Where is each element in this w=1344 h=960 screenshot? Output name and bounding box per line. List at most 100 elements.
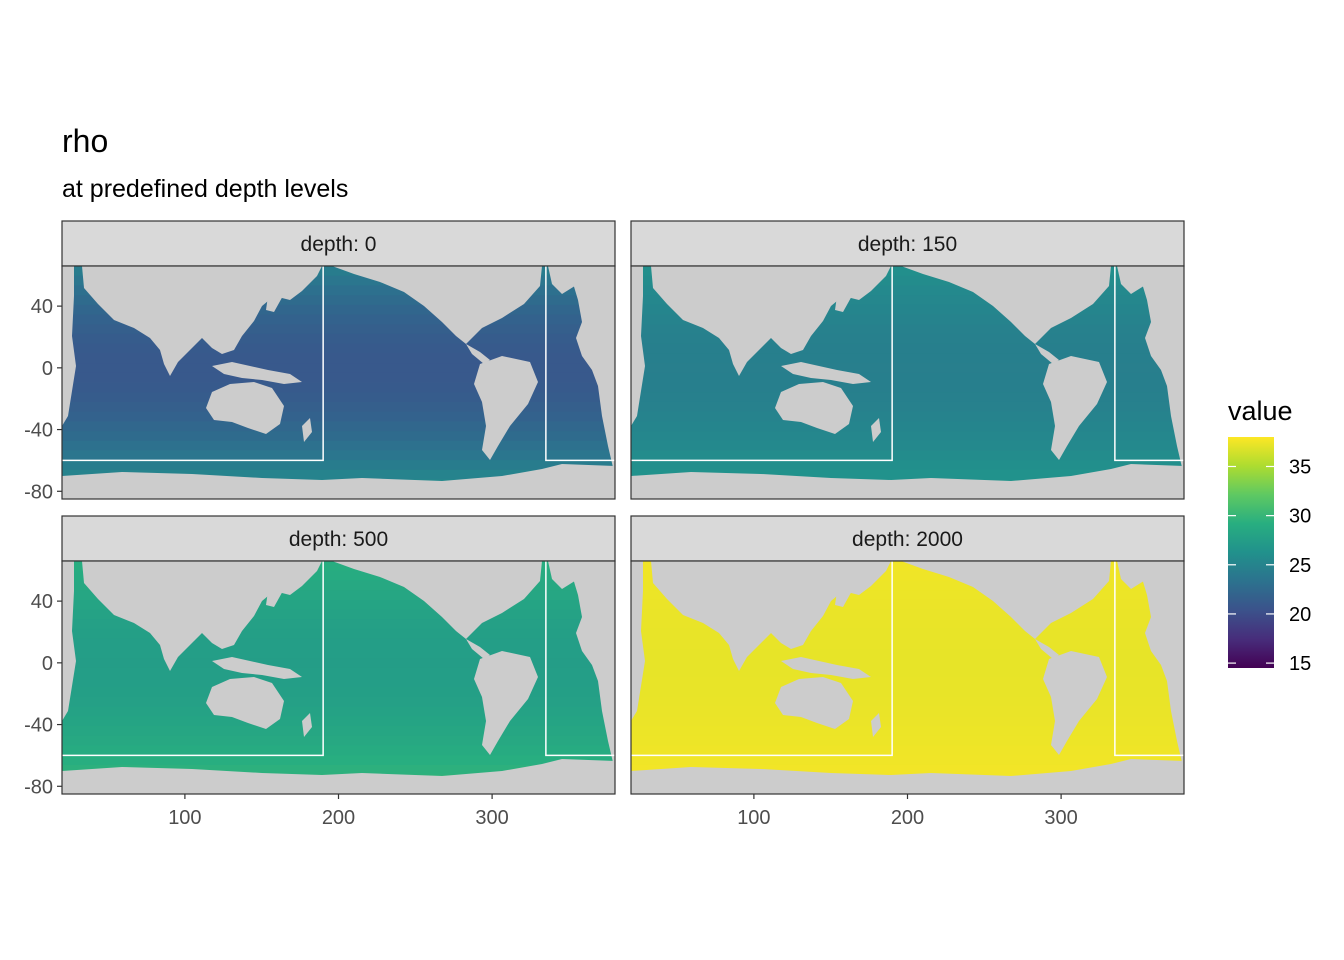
- value-band: [62, 450, 615, 461]
- value-band: [631, 667, 1184, 679]
- value-band: [62, 764, 615, 776]
- value-band: [62, 353, 615, 364]
- value-band: [62, 460, 615, 471]
- value-band: [62, 735, 615, 747]
- y-tick-label: 40: [31, 591, 53, 613]
- value-band: [631, 353, 1184, 364]
- value-band: [62, 333, 615, 345]
- legend-colorbar: [1228, 437, 1274, 668]
- value-band: [631, 590, 1184, 601]
- facet-strip-label: depth: 2000: [852, 528, 963, 551]
- value-band: [631, 382, 1184, 393]
- facet-strip: [61, 515, 616, 562]
- y-tick-label: -40: [24, 715, 53, 737]
- value-band: [631, 580, 1184, 591]
- legend-tick-label: 15: [1289, 653, 1311, 675]
- value-band: [631, 314, 1184, 325]
- value-band: [631, 648, 1184, 659]
- value-band: [631, 372, 1184, 384]
- chart-title-group: rho at predefined depth levels: [62, 123, 348, 203]
- value-band: [631, 411, 1184, 422]
- chart-title: rho: [62, 123, 108, 159]
- map-area: [62, 561, 615, 794]
- value-band: [631, 687, 1184, 698]
- region-boundary: [1114, 266, 1184, 462]
- value-band: [631, 363, 1184, 374]
- value-band: [62, 343, 615, 354]
- legend-tick-label: 20: [1289, 604, 1311, 626]
- value-band: [631, 333, 1184, 345]
- value-band: [62, 421, 615, 432]
- facet-strip-label: depth: 150: [858, 233, 957, 256]
- value-band: [631, 599, 1184, 611]
- value-band: [631, 421, 1184, 432]
- value-band: [62, 411, 615, 422]
- y-tick-label: -80: [24, 481, 53, 503]
- value-band: [62, 469, 615, 481]
- value-band: [62, 706, 615, 717]
- value-band: [62, 590, 615, 601]
- value-band: [62, 382, 615, 393]
- facet-panels: depth: 0 -80 -40 0 40 depth: 150 depth: 500 -80…: [24, 220, 1185, 829]
- value-band: [62, 628, 615, 640]
- value-band: [631, 266, 1184, 277]
- region-boundary: [62, 266, 324, 462]
- facet-strip: [630, 515, 1185, 562]
- map-area: [631, 561, 1184, 794]
- value-band: [62, 561, 615, 572]
- y-tick-label: 0: [42, 358, 53, 380]
- y-tick-label: 40: [31, 296, 53, 318]
- value-band: [62, 314, 615, 325]
- facet-panel: depth: 2000 100 200 300: [630, 515, 1185, 829]
- value-band: [62, 638, 615, 649]
- value-band: [631, 431, 1184, 442]
- value-band: [631, 401, 1184, 413]
- y-tick-label: -80: [24, 776, 53, 798]
- x-tick-label: 100: [168, 807, 201, 829]
- value-band: [631, 285, 1184, 296]
- value-band: [631, 440, 1184, 452]
- facet-panel: depth: 500 -80 -40 0 40 100 200 300: [24, 515, 616, 829]
- x-tick-label: 300: [1044, 807, 1077, 829]
- value-band: [62, 275, 615, 287]
- value-band: [62, 696, 615, 708]
- x-tick-label: 200: [322, 807, 355, 829]
- value-band: [62, 677, 615, 688]
- value-band: [631, 469, 1184, 481]
- value-band: [62, 570, 615, 582]
- legend-tick-label: 30: [1289, 506, 1311, 528]
- x-tick-label: 300: [475, 807, 508, 829]
- x-tick-label: 100: [737, 807, 770, 829]
- facet-panel: depth: 0 -80 -40 0 40: [24, 220, 616, 503]
- map-area: [631, 266, 1184, 499]
- value-band: [631, 745, 1184, 756]
- value-band: [631, 716, 1184, 727]
- legend-ticks: 15 20 25 30 35: [1228, 456, 1311, 675]
- facet-strip-label: depth: 500: [289, 528, 388, 551]
- value-band: [62, 619, 615, 630]
- value-band: [631, 638, 1184, 649]
- facet-strip: [630, 220, 1185, 267]
- value-band: [62, 726, 615, 737]
- y-tick-label: 0: [42, 653, 53, 675]
- value-band: [631, 324, 1184, 335]
- value-band: [631, 628, 1184, 640]
- value-band: [631, 619, 1184, 630]
- value-band: [62, 745, 615, 756]
- value-band: [631, 450, 1184, 461]
- value-band: [631, 343, 1184, 354]
- value-band: [631, 677, 1184, 688]
- value-band: [62, 372, 615, 384]
- region-boundary: [62, 561, 324, 757]
- value-band: [62, 687, 615, 698]
- value-band: [631, 726, 1184, 737]
- value-band: [62, 667, 615, 679]
- chart-subtitle: at predefined depth levels: [62, 175, 348, 203]
- panel-border: [61, 265, 616, 500]
- value-band: [62, 716, 615, 727]
- region-boundary: [545, 266, 615, 462]
- facet-strip: [61, 220, 616, 267]
- legend-title: value: [1228, 396, 1293, 426]
- x-tick-label: 200: [891, 807, 924, 829]
- value-band: [62, 431, 615, 442]
